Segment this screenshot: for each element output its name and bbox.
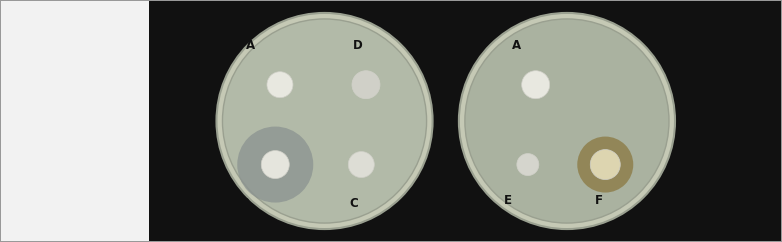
Text: D: D — [353, 39, 363, 53]
Circle shape — [267, 72, 293, 98]
Text: B: B — [241, 197, 250, 210]
Circle shape — [577, 136, 633, 193]
Text: C: C — [349, 197, 358, 210]
Circle shape — [261, 151, 289, 179]
Circle shape — [348, 151, 375, 178]
Circle shape — [465, 19, 669, 223]
Circle shape — [237, 127, 314, 203]
Bar — [149, 1, 781, 241]
Text: E: E — [504, 194, 512, 207]
Circle shape — [459, 13, 675, 229]
Circle shape — [517, 154, 539, 175]
Text: F: F — [595, 194, 603, 207]
Circle shape — [522, 71, 550, 99]
Circle shape — [352, 71, 380, 99]
Text: A: A — [511, 39, 521, 53]
Circle shape — [590, 150, 620, 180]
Text: A: A — [246, 39, 255, 53]
Circle shape — [222, 19, 427, 223]
Circle shape — [217, 13, 432, 229]
Bar — [1, 1, 149, 241]
